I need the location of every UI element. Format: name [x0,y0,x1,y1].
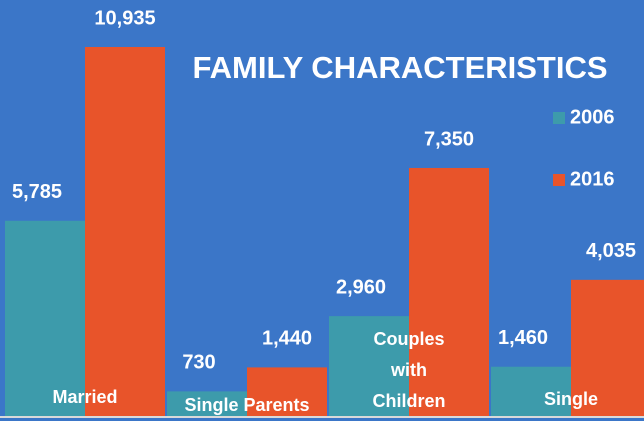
legend-swatch [553,174,565,186]
bar [409,167,489,416]
value-label: 2,960 [336,276,386,298]
bar [329,316,409,416]
value-label: 1,460 [498,327,548,349]
value-label: 10,935 [94,7,155,29]
value-label: 7,350 [424,128,474,150]
value-label: 730 [182,352,215,374]
bar [247,367,327,416]
category-label: Single [543,389,598,409]
bar [5,220,85,416]
bar [167,391,247,416]
value-label: 4,035 [586,240,636,262]
value-label: 1,440 [262,328,312,350]
bar [491,366,571,416]
bar [571,279,644,416]
value-label: 5,785 [12,181,62,203]
chart-title: FAMILY CHARACTERISTICS [192,50,607,85]
category-label: Couples with Children [372,329,446,411]
category-label: Single Parents [184,395,310,415]
bar [85,47,165,416]
legend-swatch [553,112,565,124]
legend-label: 2016 [570,168,615,190]
legend-label: 2006 [570,106,615,128]
category-label: Married [52,387,118,407]
